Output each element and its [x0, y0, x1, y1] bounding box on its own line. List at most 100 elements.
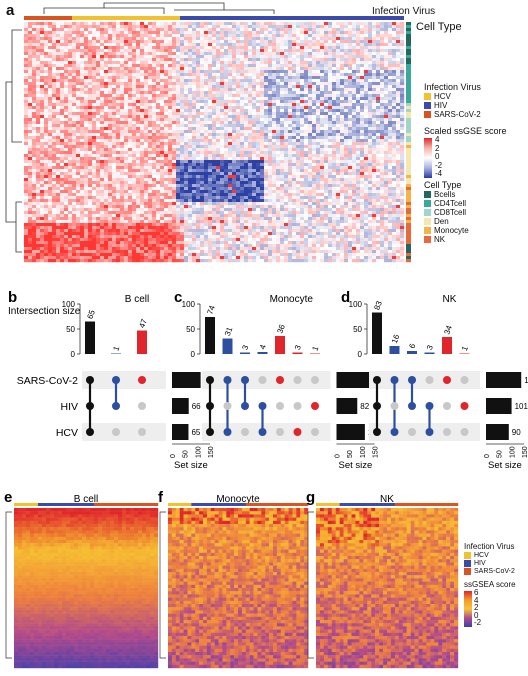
heatmap-cell [144, 178, 149, 182]
heatmap-cell [204, 136, 209, 140]
heatmap-cell [140, 220, 145, 224]
heatmap-cell [148, 229, 153, 233]
heatmap-cell [152, 241, 157, 245]
heatmap-cell [84, 205, 89, 209]
heatmap-cell [72, 259, 77, 263]
heatmap-cell [112, 145, 117, 149]
heatmap-cell [204, 238, 209, 242]
heatmap-cell [272, 94, 277, 98]
heatmap-cell [136, 43, 141, 47]
heatmap-cell [124, 205, 129, 209]
heatmap-cell [116, 223, 121, 227]
heatmap-cell [228, 220, 233, 224]
heatmap-cell [212, 202, 217, 206]
heatmap-cell [52, 172, 57, 176]
heatmap-cell [212, 235, 217, 239]
heatmap-cell [236, 103, 241, 107]
heatmap-cell [108, 199, 113, 203]
heatmap-cell [260, 223, 265, 227]
heatmap-cell [80, 193, 85, 197]
heatmap-cell [224, 256, 229, 260]
heatmap-cell [156, 79, 161, 83]
heatmap-cell [100, 61, 105, 65]
heatmap-cell [48, 76, 53, 80]
heatmap-cell [48, 229, 53, 233]
heatmap-cell [92, 229, 97, 233]
heatmap-cell [168, 214, 173, 218]
heatmap-cell [224, 97, 229, 101]
heatmap-cell [52, 220, 57, 224]
heatmap-cell [252, 226, 257, 230]
heatmap-cell [232, 112, 237, 116]
heatmap-cell [60, 112, 65, 116]
heatmap-cell [176, 67, 181, 71]
heatmap-cell [204, 55, 209, 59]
heatmap-cell [108, 106, 113, 110]
heatmap-cell [192, 46, 197, 50]
heatmap-cell [56, 211, 61, 215]
heatmap-cell [156, 226, 161, 230]
heatmap-cell [36, 67, 41, 71]
heatmap-cell [212, 172, 217, 176]
heatmap-cell [188, 58, 193, 62]
heatmap-cell [68, 46, 73, 50]
heatmap-cell [208, 43, 213, 47]
heatmap-cell [40, 76, 45, 80]
heatmap-cell [204, 178, 209, 182]
heatmap-cell [92, 190, 97, 194]
heatmap-cell [168, 106, 173, 110]
heatmap-cell [24, 160, 29, 164]
heatmap-cell [124, 220, 129, 224]
heatmap-cell [180, 106, 185, 110]
heatmap-cell [240, 169, 245, 173]
heatmap-cell [268, 148, 273, 152]
heatmap-cell [180, 226, 185, 230]
heatmap-cell [224, 70, 229, 74]
heatmap-cell [268, 46, 273, 50]
heatmap-cell [80, 64, 85, 68]
heatmap-cell [116, 34, 121, 38]
heatmap-cell [240, 244, 245, 248]
heatmap-cell [268, 121, 273, 125]
heatmap-cell [224, 184, 229, 188]
heatmap-cell [128, 151, 133, 155]
heatmap-cell [264, 151, 269, 155]
heatmap-cell [140, 145, 145, 149]
heatmap-cell [56, 67, 61, 71]
heatmap-cell [268, 94, 273, 98]
heatmap-cell [172, 163, 177, 167]
heatmap-cell [264, 127, 269, 131]
heatmap-cell [88, 256, 93, 260]
heatmap-cell [120, 166, 125, 170]
heatmap-cell [236, 121, 241, 125]
heatmap-cell [32, 241, 37, 245]
heatmap-cell [76, 25, 81, 29]
heatmap-cell [24, 175, 29, 179]
heatmap-cell [76, 127, 81, 131]
heatmap-cell [196, 61, 201, 65]
heatmap-cell [188, 196, 193, 200]
heatmap-cell [152, 130, 157, 134]
heatmap-cell [152, 109, 157, 113]
heatmap-cell [224, 73, 229, 77]
heatmap-cell [188, 70, 193, 74]
heatmap-cell [148, 28, 153, 32]
heatmap-cell [48, 217, 53, 221]
heatmap-cell [100, 31, 105, 35]
heatmap-cell [132, 217, 137, 221]
heatmap-cell [140, 157, 145, 161]
heatmap-cell [72, 82, 77, 86]
heatmap-cell [260, 247, 265, 251]
heatmap-cell [260, 25, 265, 29]
heatmap-cell [124, 82, 129, 86]
heatmap-cell [104, 175, 109, 179]
heatmap-cell [264, 238, 269, 242]
heatmap-cell [248, 100, 253, 104]
heatmap-cell [204, 139, 209, 143]
heatmap-cell [148, 127, 153, 131]
heatmap-cell [40, 199, 45, 203]
heatmap-cell [228, 22, 233, 26]
heatmap-cell [160, 220, 165, 224]
heatmap-cell [76, 52, 81, 56]
heatmap-cell [184, 256, 189, 260]
